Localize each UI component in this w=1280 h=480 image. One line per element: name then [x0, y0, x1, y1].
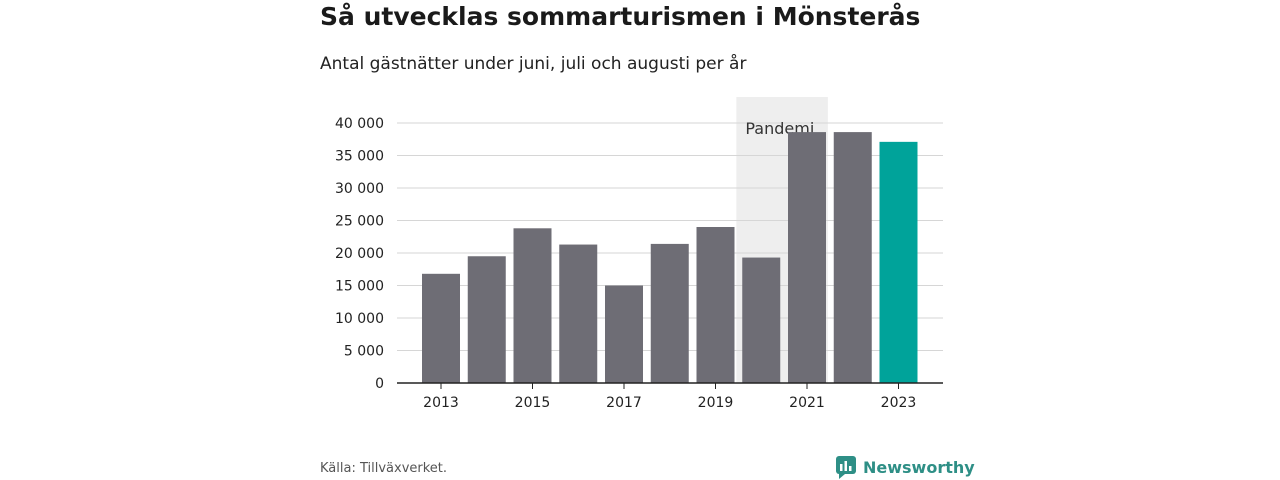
bar-2015 — [513, 228, 552, 383]
chart-subtitle: Antal gästnätter under juni, juli och au… — [320, 54, 747, 74]
x-tick-label: 2021 — [789, 395, 825, 411]
y-tick-label: 25 000 — [335, 214, 384, 230]
chart-title: Så utvecklas sommarturismen i Mönsterås — [320, 2, 921, 31]
source-note: Källa: Tillväxverket. — [320, 461, 448, 476]
bar-2019 — [696, 227, 735, 383]
bar-2014 — [467, 256, 506, 383]
bar-2016 — [559, 244, 598, 383]
bar-2013 — [422, 273, 460, 383]
y-tick-label: 30 000 — [335, 181, 384, 197]
x-tick-label: 2015 — [515, 395, 551, 411]
brand-name: Newsworthy — [863, 457, 975, 477]
brand: Newsworthy — [835, 455, 975, 479]
x-tick-label: 2023 — [881, 395, 917, 411]
y-tick-label: 35 000 — [335, 149, 384, 165]
y-tick-label: 10 000 — [335, 311, 384, 327]
bar-2017 — [605, 285, 643, 383]
y-tick-label: 15 000 — [335, 279, 384, 295]
bar-chart: 0 5 000 10 000 15 000 20 000 25 000 30 000 35 0… — [335, 97, 943, 411]
newsworthy-logo-icon — [836, 456, 856, 479]
x-tick-label: 2013 — [423, 395, 459, 411]
bar-2022 — [833, 132, 872, 383]
bar-2018 — [650, 243, 689, 383]
bar-2023 — [879, 141, 918, 383]
bar-2021 — [788, 132, 826, 383]
x-tick-label: 2017 — [606, 395, 642, 411]
x-tick-label: 2019 — [698, 395, 734, 411]
y-tick-label: 20 000 — [335, 246, 384, 262]
y-tick-label: 5 000 — [344, 344, 384, 360]
y-tick-label: 40 000 — [335, 116, 384, 132]
y-tick-label: 0 — [375, 376, 384, 392]
bar-2020 — [742, 257, 781, 383]
